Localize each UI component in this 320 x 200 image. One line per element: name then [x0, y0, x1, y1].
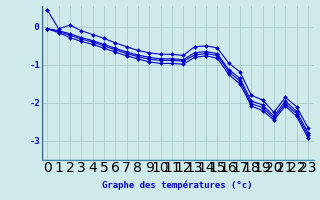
X-axis label: Graphe des températures (°c): Graphe des températures (°c) [102, 181, 253, 190]
